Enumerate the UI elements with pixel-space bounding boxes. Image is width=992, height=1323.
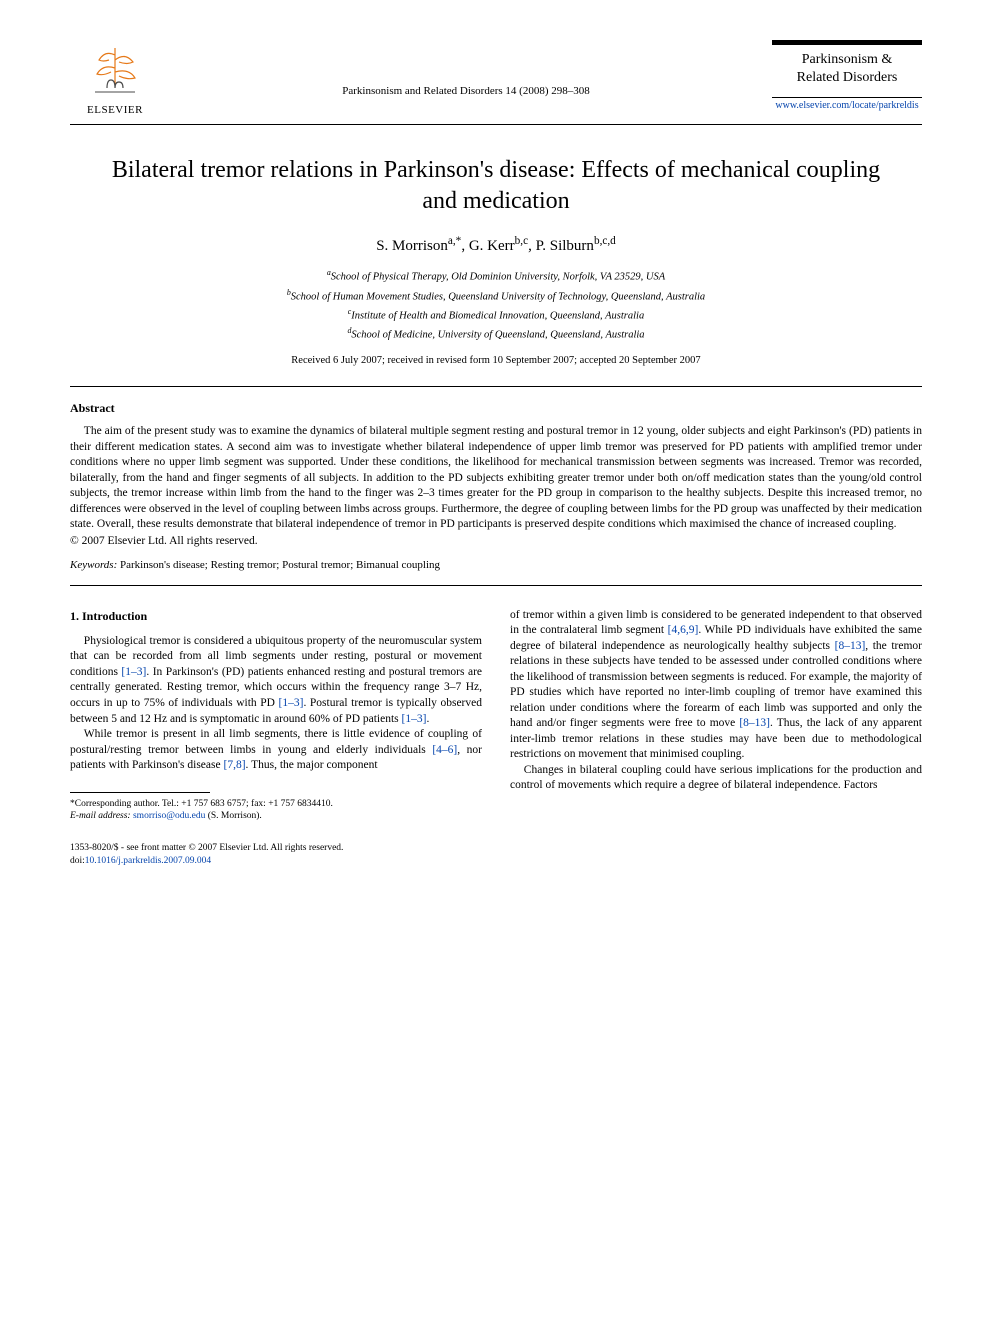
email-label: E-mail address: xyxy=(70,811,131,821)
footer-left: 1353-8020/$ - see front matter © 2007 El… xyxy=(70,842,343,867)
publisher-name: ELSEVIER xyxy=(87,104,143,116)
body-text: While tremor is present in all limb segm… xyxy=(70,728,482,756)
doi-link[interactable]: 10.1016/j.parkreldis.2007.09.004 xyxy=(85,856,211,866)
corresponding-line: *Corresponding author. Tel.: +1 757 683 … xyxy=(70,798,482,810)
citation-link[interactable]: [1–3] xyxy=(121,666,146,678)
citation-link[interactable]: [4,6,9] xyxy=(668,624,699,636)
affiliation-text: School of Medicine, University of Queens… xyxy=(351,329,644,340)
elsevier-logo-icon xyxy=(85,40,145,100)
intro-para-2-cont: of tremor within a given limb is conside… xyxy=(510,608,922,763)
journal-url-link[interactable]: www.elsevier.com/locate/parkreldis xyxy=(772,100,922,111)
keywords-line: Keywords: Parkinson's disease; Resting t… xyxy=(70,559,922,571)
body-text: . xyxy=(426,713,429,725)
page-header: ELSEVIER Parkinsonism and Related Disord… xyxy=(70,40,922,116)
journal-title: Parkinsonism & Related Disorders xyxy=(772,51,922,87)
affiliation-d: dSchool of Medicine, University of Queen… xyxy=(70,325,922,343)
citation-link[interactable]: [1–3] xyxy=(279,697,304,709)
footnote-separator xyxy=(70,792,210,793)
abstract-heading: Abstract xyxy=(70,401,922,416)
section-heading-intro: 1. Introduction xyxy=(70,608,482,624)
email-link[interactable]: smorriso@odu.edu xyxy=(133,811,205,821)
issn-line: 1353-8020/$ - see front matter © 2007 El… xyxy=(70,842,343,854)
keywords-label: Keywords: xyxy=(70,559,117,571)
intro-para-3: Changes in bilateral coupling could have… xyxy=(510,763,922,794)
citation-link[interactable]: [1–3] xyxy=(402,713,427,725)
citation-link[interactable]: [8–13] xyxy=(739,717,770,729)
intro-para-1: Physiological tremor is considered a ubi… xyxy=(70,634,482,727)
journal-bar xyxy=(772,40,922,45)
journal-block: Parkinsonism & Related Disorders www.els… xyxy=(772,40,922,111)
abstract-text: The aim of the present study was to exam… xyxy=(70,424,922,533)
doi-label: doi: xyxy=(70,856,85,866)
abstract-copyright: © 2007 Elsevier Ltd. All rights reserved… xyxy=(70,535,922,547)
abstract-top-rule xyxy=(70,386,922,387)
affiliation-text: School of Physical Therapy, Old Dominion… xyxy=(331,272,665,283)
body-text: . Thus, the major component xyxy=(246,759,378,771)
body-text: , the tremor relations in these subjects… xyxy=(510,640,922,730)
running-head: Parkinsonism and Related Disorders 14 (2… xyxy=(160,40,772,97)
body-columns: 1. Introduction Physiological tremor is … xyxy=(70,608,922,823)
header-rule xyxy=(772,97,922,98)
column-right: of tremor within a given limb is conside… xyxy=(510,608,922,823)
affiliation-text: Institute of Health and Biomedical Innov… xyxy=(351,310,644,321)
citation-link[interactable]: [8–13] xyxy=(835,640,866,652)
intro-para-2: While tremor is present in all limb segm… xyxy=(70,727,482,774)
article-title: Bilateral tremor relations in Parkinson'… xyxy=(110,155,882,217)
page-footer: 1353-8020/$ - see front matter © 2007 El… xyxy=(70,842,922,867)
article-dates: Received 6 July 2007; received in revise… xyxy=(70,355,922,366)
email-author: (S. Morrison). xyxy=(208,811,262,821)
journal-title-line1: Parkinsonism & xyxy=(802,52,893,67)
affiliation-b: bSchool of Human Movement Studies, Queen… xyxy=(70,287,922,305)
journal-title-line2: Related Disorders xyxy=(797,70,898,85)
corresponding-footnote: *Corresponding author. Tel.: +1 757 683 … xyxy=(70,798,482,823)
doi-line: doi:10.1016/j.parkreldis.2007.09.004 xyxy=(70,855,343,867)
affiliations: aSchool of Physical Therapy, Old Dominio… xyxy=(70,267,922,343)
column-left: 1. Introduction Physiological tremor is … xyxy=(70,608,482,823)
abstract-bottom-rule xyxy=(70,585,922,586)
affiliation-text: School of Human Movement Studies, Queens… xyxy=(291,291,705,302)
affiliation-a: aSchool of Physical Therapy, Old Dominio… xyxy=(70,267,922,285)
affiliation-c: cInstitute of Health and Biomedical Inno… xyxy=(70,306,922,324)
email-line: E-mail address: smorriso@odu.edu (S. Mor… xyxy=(70,810,482,822)
keywords-text: Parkinson's disease; Resting tremor; Pos… xyxy=(120,559,440,571)
publisher-block: ELSEVIER xyxy=(70,40,160,116)
header-separator xyxy=(70,124,922,125)
author-list: S. Morrisona,*, G. Kerrb,c, P. Silburnb,… xyxy=(70,235,922,255)
citation-link[interactable]: [4–6] xyxy=(432,744,457,756)
citation-link[interactable]: [7,8] xyxy=(223,759,245,771)
